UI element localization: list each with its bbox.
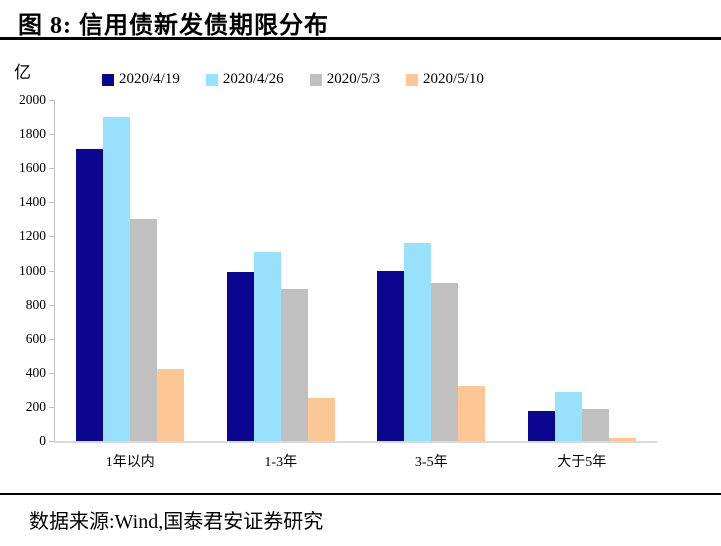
y-tick-label: 1800 — [19, 126, 46, 142]
bar — [103, 117, 131, 441]
bar — [554, 391, 582, 441]
legend-label: 2020/5/3 — [326, 71, 381, 87]
y-tick-label: 1000 — [19, 262, 46, 278]
legend-label: 2020/4/26 — [222, 71, 284, 87]
x-axis-label: 1-3年 — [264, 455, 298, 470]
source-note: 数据来源:Wind,国泰君安证券研究 — [29, 511, 324, 533]
bar-chart-plot-area — [55, 100, 657, 441]
legend-swatch-icon — [309, 73, 322, 86]
bar — [377, 270, 405, 441]
legend-swatch-icon — [205, 73, 218, 86]
bar — [76, 149, 104, 441]
bar-group — [507, 100, 658, 441]
y-tick-mark — [49, 134, 54, 136]
x-axis-labels: 1年以内 1-3年 3-5年 大于5年 — [55, 451, 657, 471]
legend-item: 2020/4/26 — [205, 71, 284, 88]
footer-rule — [0, 493, 721, 495]
bar — [458, 385, 486, 441]
legend-swatch-icon — [102, 73, 114, 86]
legend-swatch-icon — [406, 73, 419, 86]
bar — [307, 397, 335, 441]
bar-group — [356, 100, 507, 441]
y-tick-label: 200 — [25, 398, 46, 414]
chart-legend: 2020/4/19 2020/4/26 2020/5/3 2020/5/10 — [102, 71, 484, 88]
y-tick-label: 800 — [25, 296, 46, 312]
y-tick-label: 2000 — [19, 92, 46, 107]
legend-item: 2020/5/10 — [406, 71, 484, 88]
legend-item: 2020/5/3 — [309, 71, 381, 88]
x-axis-label: 大于5年 — [557, 455, 607, 470]
y-tick-label: 0 — [39, 433, 46, 448]
legend-item: 2020/4/19 — [102, 71, 180, 88]
y-axis-line — [54, 100, 55, 442]
legend-label: 2020/5/10 — [423, 71, 484, 87]
bar — [431, 283, 459, 441]
figure-title: 图 8: 信用债新发债期限分布 — [18, 13, 329, 39]
bar — [253, 251, 281, 441]
bar-group — [55, 100, 206, 441]
title-rule — [0, 37, 721, 40]
bar — [527, 411, 555, 441]
y-tick-mark — [49, 270, 54, 272]
legend-label: 2020/4/19 — [119, 71, 180, 87]
bar — [157, 369, 185, 441]
y-tick-mark — [49, 441, 54, 442]
bar — [581, 409, 609, 441]
y-tick-label: 1600 — [19, 160, 46, 176]
y-tick-mark — [49, 372, 54, 374]
y-axis-unit-label: 亿 — [14, 63, 31, 82]
x-axis-label: 3-5年 — [414, 455, 448, 470]
y-tick-label: 1400 — [19, 194, 46, 210]
y-tick-mark — [49, 304, 54, 306]
y-tick-mark — [49, 100, 54, 101]
y-tick-mark — [49, 338, 54, 340]
bar — [608, 437, 636, 441]
y-tick-label: 400 — [25, 364, 46, 380]
x-axis-line — [54, 441, 657, 443]
bar-group — [206, 100, 357, 441]
y-tick-label: 1200 — [19, 228, 46, 244]
y-tick-mark — [49, 168, 54, 170]
bar — [226, 272, 254, 441]
bar — [404, 243, 432, 441]
x-axis-label: 1年以内 — [105, 455, 155, 470]
y-tick-label: 600 — [25, 330, 46, 346]
bar — [280, 289, 308, 441]
y-tick-mark — [49, 202, 54, 204]
bar — [130, 219, 158, 441]
y-tick-mark — [49, 406, 54, 408]
y-tick-mark — [49, 236, 54, 238]
